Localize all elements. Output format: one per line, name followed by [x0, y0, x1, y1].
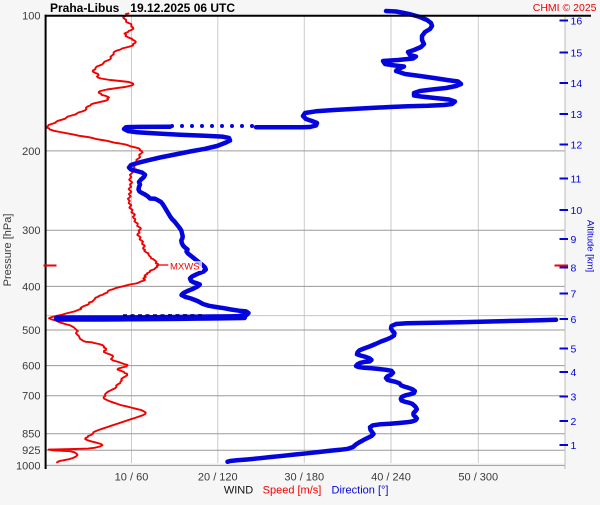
svg-text:MXWS: MXWS — [170, 262, 200, 273]
svg-text:16: 16 — [571, 15, 583, 27]
svg-text:700: 700 — [22, 391, 40, 403]
svg-text:20 / 120: 20 / 120 — [198, 472, 238, 484]
svg-text:10 / 60: 10 / 60 — [115, 472, 149, 484]
svg-text:WIND: WIND — [224, 485, 253, 497]
svg-text:7: 7 — [571, 288, 577, 300]
svg-text:11: 11 — [571, 173, 582, 185]
svg-text:100: 100 — [22, 11, 40, 23]
svg-text:12: 12 — [571, 139, 583, 151]
svg-text:15: 15 — [571, 47, 583, 59]
svg-text:925: 925 — [22, 445, 40, 457]
svg-text:3: 3 — [571, 391, 577, 403]
svg-text:9: 9 — [571, 234, 577, 246]
svg-text:8: 8 — [571, 262, 577, 274]
svg-text:Speed [m/s]: Speed [m/s] — [263, 485, 322, 497]
svg-text:19.12.2025 06 UTC: 19.12.2025 06 UTC — [130, 1, 235, 15]
svg-text:Praha-Libus: Praha-Libus — [50, 1, 120, 15]
svg-text:1: 1 — [571, 440, 577, 452]
svg-text:14: 14 — [571, 78, 583, 90]
svg-text:2: 2 — [571, 416, 577, 428]
svg-text:300: 300 — [22, 225, 40, 237]
svg-text:Altitude [km]: Altitude [km] — [585, 220, 596, 272]
svg-text:Direction [°]: Direction [°] — [332, 485, 389, 497]
svg-text:CHMI © 2025: CHMI © 2025 — [533, 2, 597, 14]
svg-text:500: 500 — [22, 325, 40, 337]
svg-text:50 / 300: 50 / 300 — [458, 472, 498, 484]
svg-text:4: 4 — [571, 367, 577, 379]
svg-text:5: 5 — [571, 343, 577, 355]
svg-text:1000: 1000 — [16, 460, 40, 472]
svg-text:200: 200 — [22, 146, 40, 158]
svg-text:40 / 240: 40 / 240 — [371, 472, 411, 484]
svg-text:13: 13 — [571, 109, 583, 121]
svg-text:850: 850 — [22, 429, 40, 441]
svg-text:6: 6 — [571, 314, 577, 326]
svg-text:10: 10 — [571, 205, 583, 217]
svg-text:Pressure [hPa]: Pressure [hPa] — [2, 214, 14, 287]
svg-text:400: 400 — [22, 281, 40, 293]
svg-text:30 / 180: 30 / 180 — [284, 472, 324, 484]
svg-text:600: 600 — [22, 361, 40, 373]
